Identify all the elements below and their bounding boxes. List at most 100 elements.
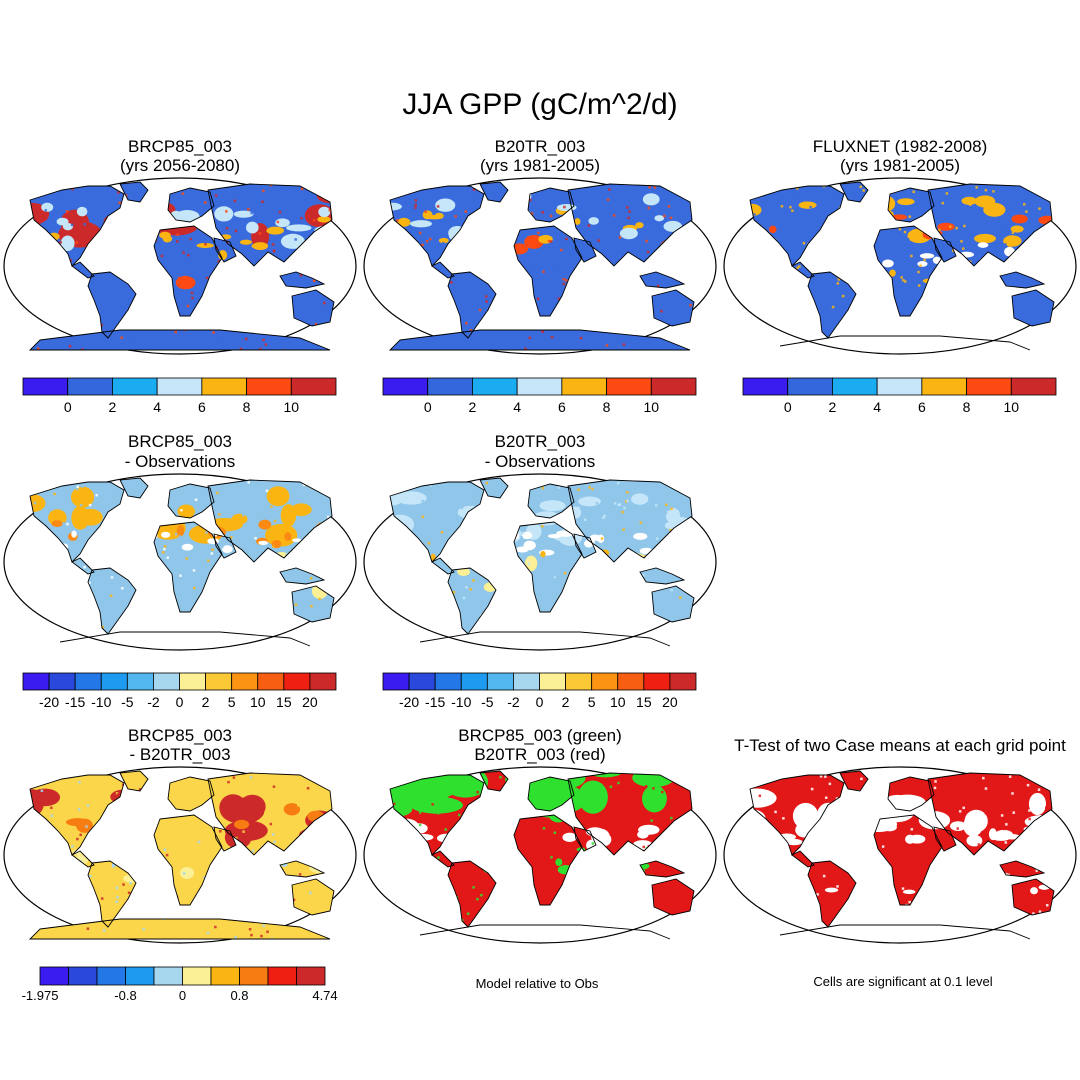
colorbar-swatch [382,377,429,396]
coastline-north-america [29,481,125,563]
colorbar-swatch [832,377,878,396]
coastline-africa [873,225,943,317]
colorbar-tick-label: -15 [425,694,445,710]
colorbar-swatch [126,672,154,691]
colorbar-swatch [156,377,203,396]
colorbar-swatch [296,966,326,986]
colorbar-swatch [876,377,923,396]
world-map [723,177,1077,355]
coastline-greenland [119,770,149,792]
coastline-arabia [213,826,237,852]
colorbar-swatch [48,672,76,691]
coastline-south-america [807,860,857,928]
colorbar-swatch [74,672,102,691]
colorbar-swatch [742,377,789,396]
colorbar-swatch [606,377,652,396]
colorbar-swatch [246,377,292,396]
colorbar-tick-label: 15 [636,694,652,710]
coastline-greenland [839,181,869,203]
coastline-central-america [431,557,455,575]
colorbar-tick-label: 4 [873,399,881,415]
colorbar-tick-label: 15 [276,694,292,710]
coastline-south-america [807,271,857,339]
antarctica-outline [419,924,671,940]
world-map [363,177,717,355]
colorbar-swatch [39,966,69,986]
colorbar-swatch [68,966,98,986]
colorbar-swatch [561,377,607,396]
colorbar-tick-label: -20 [39,694,59,710]
coastline-antarctica [388,329,691,351]
colorbar-tick-label: 20 [302,694,318,710]
coastline-asia [207,183,333,267]
colorbar-swatch [257,672,285,691]
colorbar-swatch [205,672,233,691]
coastline-asia [927,772,1053,856]
colorbar-swatch [67,377,113,396]
colorbar-swatch [650,377,697,396]
coastline-indonesia [279,860,326,878]
coastline-asia [207,479,333,563]
coastline-greenland [839,770,869,792]
colorbar-tick-label: 6 [918,399,926,415]
colorbar-tick-label: -2 [147,694,160,710]
coastline-africa [513,225,583,317]
colorbar-swatch [565,672,593,691]
colorbar-bias-1: -20 -15 -10 -5 -2 0 2 5 10 15 20 [22,672,337,710]
coastline-indonesia [639,860,686,878]
colorbar-swatch [239,966,269,986]
coastline-asia [927,183,1053,267]
colorbar-swatch [231,672,259,691]
colorbar-swatch [290,377,337,396]
coastline-asia [567,183,693,267]
panel-title-line1: BRCP85_003 (green) [458,726,621,745]
coastline-europe [527,187,575,223]
coastline-north-america [29,774,125,856]
colorbar-tick-label: 8 [243,399,251,415]
colorbar-tick-label: 0 [176,694,184,710]
colorbar-tick-label: 0 [784,399,792,415]
coastline-south-america [447,567,497,635]
footnote-relative: Model relative to Obs [476,976,599,991]
coastline-central-america [71,261,95,279]
colorbar-swatch [201,377,247,396]
coastline-north-america [749,774,845,856]
colorbar-swatch [153,672,180,691]
colorbar-tick-label: 10 [250,694,266,710]
panel-b20tr: B20TR_003 (yrs 1981-2005) [363,137,717,355]
coastline-central-america [71,850,95,868]
coastline-asia [567,479,693,563]
coastline-australia [651,878,695,916]
coastline-indonesia [279,567,326,585]
colorbar-swatch [179,672,206,691]
coastline-central-america [791,850,815,868]
colorbar-swatch [309,672,337,691]
coastline-asia [567,772,693,856]
colorbar-mean-3: 0 2 4 6 8 10 [742,377,1057,415]
panel-title-line2: B20TR_003 (red) [474,745,605,764]
coastline-antarctica [28,918,331,940]
colorbar-diff: -1.975 -0.8 0 0.8 4.74 [22,966,338,1003]
colorbar-tick-label: 10 [283,399,299,415]
colorbar-swatch [427,377,473,396]
coastline-australia [291,585,335,623]
colorbar-swatch [787,377,833,396]
colorbar-tick-label: 0 [179,988,186,1003]
colorbar-swatch [153,966,183,986]
colorbar-tick-label: 5 [588,694,596,710]
colorbar-swatch [1010,377,1057,396]
colorbar-swatch [966,377,1012,396]
colorbar-tick-label: 2 [202,694,210,710]
colorbar-swatch [434,672,462,691]
colorbar-tick-label: -15 [65,694,85,710]
coastline-antarctica [28,329,331,351]
colorbar-swatch [267,966,297,986]
panel-title-line2: - Observations [485,452,596,471]
coastline-europe [887,187,935,223]
colorbar-bias-2: -20 -15 -10 -5 -2 0 2 5 10 15 20 [382,672,697,710]
colorbar-tick-label: 6 [198,399,206,415]
coastline-asia [207,772,333,856]
coastline-greenland [119,477,149,499]
coastline-arabia [573,826,597,852]
figure-title: JJA GPP (gC/m^2/d) [402,88,677,121]
